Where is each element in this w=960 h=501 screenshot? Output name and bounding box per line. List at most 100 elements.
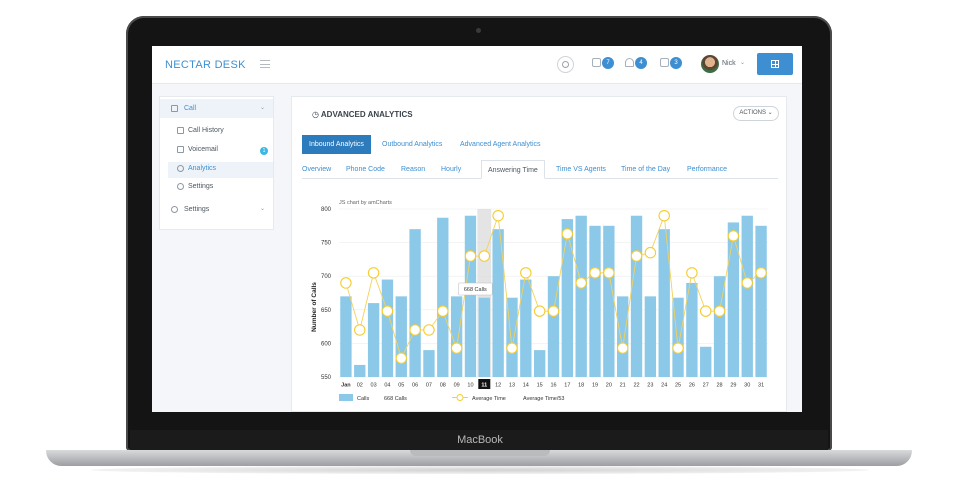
x-tick-label: 07 (426, 383, 432, 389)
x-tick-label: 22 (633, 383, 639, 389)
average-time-point (589, 267, 601, 279)
notification-badge-calendar: 3 (670, 57, 682, 69)
analytics-panel: ◷ ADVANCED ANALYTICS ACTIONS ⌄ Inbound A… (291, 96, 787, 412)
sidebar-item-voicemail[interactable]: Voicemail (188, 146, 218, 153)
x-tick-label: 19 (592, 383, 598, 389)
x-tick-label: 26 (689, 383, 695, 389)
x-tick-label: 24 (661, 383, 667, 389)
x-tick-label: 21 (620, 383, 626, 389)
app-screen: NECTAR DESK 7 4 3 Nick ⌄ Call ⌄ Call His… (152, 46, 802, 412)
sidebar-item-call[interactable] (160, 99, 273, 118)
bar-calls (533, 350, 546, 377)
actions-label: ACTIONS (739, 110, 766, 116)
headset-icon[interactable] (625, 58, 634, 67)
average-time-point (395, 352, 408, 364)
legend-value-average: Average Time/53 (523, 396, 564, 402)
x-tick-label: 08 (440, 383, 446, 389)
average-time-point (644, 246, 657, 259)
x-tick-label: 12 (495, 383, 501, 389)
bar-calls (547, 276, 560, 377)
user-name[interactable]: Nick (722, 60, 736, 67)
bar-calls (423, 350, 435, 377)
page-title: ◷ ADVANCED ANALYTICS (312, 110, 413, 119)
x-tick-label: 30 (744, 383, 750, 389)
bar-calls (575, 215, 587, 377)
x-tick-label: 13 (509, 383, 515, 389)
tab-advanced-agent-analytics[interactable]: Advanced Agent Analytics (460, 141, 541, 148)
x-tick-label: 18 (578, 383, 584, 389)
average-time-point (437, 305, 449, 317)
y-tick-label: 550 (321, 375, 332, 381)
sidebar-item-settings-sub[interactable]: Settings (188, 183, 214, 190)
bar-calls (354, 364, 366, 377)
search-icon[interactable] (557, 56, 574, 73)
history-icon (177, 127, 184, 134)
x-tick-label: 31 (758, 383, 764, 389)
tab-phone-code[interactable]: Phone Code (346, 166, 385, 173)
bar-calls (437, 217, 449, 377)
bar-calls (340, 296, 352, 377)
chart-bars (340, 215, 767, 377)
tab-performance[interactable]: Performance (687, 166, 728, 173)
tab-answering-time[interactable]: Answering Time (481, 160, 545, 179)
avatar[interactable] (701, 55, 719, 73)
bar-calls (658, 229, 670, 377)
x-tick-label: 14 (523, 383, 529, 389)
average-time-point (533, 305, 546, 317)
average-time-point (409, 324, 421, 336)
average-time-point (575, 277, 587, 289)
tab-outbound-analytics[interactable]: Outbound Analytics (382, 141, 443, 148)
chart-average-points (340, 209, 767, 364)
hamburger-menu-icon[interactable] (260, 60, 270, 68)
analytics-icon: ◷ (312, 110, 321, 119)
tab-overview[interactable]: Overview (302, 166, 332, 173)
grid-icon (771, 60, 779, 68)
x-tick-label: 06 (412, 383, 418, 389)
y-tick-label: 650 (321, 308, 332, 314)
chevron-down-icon[interactable]: ⌄ (260, 206, 266, 212)
sidebar: Call ⌄ Call History Voicemail 1 Analytic… (159, 96, 274, 230)
actions-button[interactable]: ACTIONS ⌄ (733, 106, 779, 121)
average-time-point (492, 209, 504, 222)
calendar-icon[interactable] (660, 58, 669, 67)
chevron-down-icon[interactable]: ⌄ (740, 60, 746, 66)
average-time-point (727, 230, 740, 242)
x-tick-label: 04 (384, 383, 390, 389)
tab-hourly[interactable]: Hourly (441, 166, 462, 173)
apps-grid-button[interactable] (757, 53, 793, 75)
laptop-base (46, 450, 912, 466)
bar-calls (672, 297, 684, 377)
bell-icon[interactable] (592, 58, 601, 67)
tab-reason[interactable]: Reason (401, 166, 426, 173)
tab-time-of-the-day[interactable]: Time of the Day (621, 166, 671, 173)
average-time-point (561, 228, 574, 240)
tab-inbound-analytics[interactable]: Inbound Analytics (302, 135, 371, 154)
gear-icon (171, 206, 178, 213)
laptop-shadow (90, 466, 870, 474)
average-time-point (464, 250, 477, 262)
sidebar-item-analytics[interactable]: Analytics (188, 165, 217, 172)
average-time-point (672, 342, 684, 354)
laptop-brand-label: MacBook (457, 434, 503, 446)
app-logo[interactable]: NECTAR DESK (165, 59, 246, 71)
camera-icon (476, 28, 481, 33)
average-time-point (547, 305, 560, 317)
bar-calls (630, 215, 643, 377)
bar-calls (395, 296, 407, 377)
sidebar-item-settings[interactable]: Settings (184, 206, 210, 213)
chevron-down-icon[interactable]: ⌄ (260, 105, 266, 111)
sidebar-item-call-history[interactable]: Call History (188, 127, 224, 134)
bar-calls (589, 225, 601, 377)
sidebar-item-call-label[interactable]: Call (184, 105, 197, 112)
y-tick-label: 800 (321, 207, 332, 213)
legend-value-calls: 668 Calls (384, 396, 407, 402)
legend-label-average: Average Time (472, 396, 506, 402)
chart-credit: JS chart by amCharts (339, 200, 392, 206)
bar-calls (727, 222, 740, 377)
bar-calls (381, 279, 394, 377)
tab-time-vs-agents[interactable]: Time VS Agents (556, 166, 606, 173)
y-tick-label: 700 (321, 274, 332, 280)
bar-calls (741, 215, 753, 377)
bar-calls (644, 296, 657, 377)
